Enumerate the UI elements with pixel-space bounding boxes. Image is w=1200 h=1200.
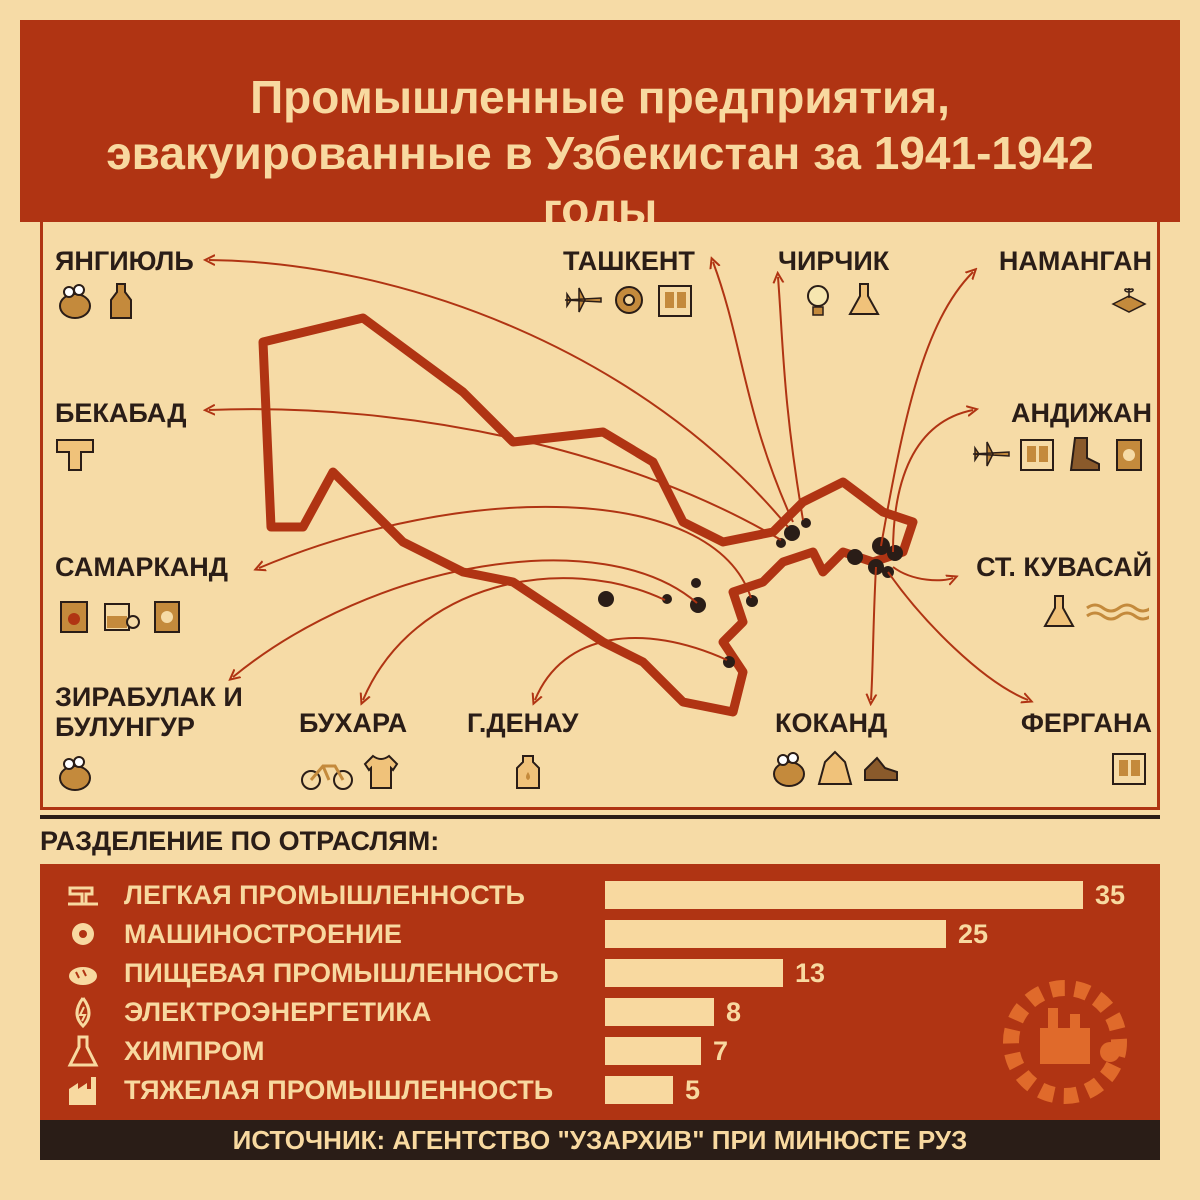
bar-value-label: 25 <box>958 919 989 949</box>
clothes-rack-icon <box>658 285 692 317</box>
tea-icon <box>104 603 140 631</box>
bar-value-label: 8 <box>726 997 742 1027</box>
shoe-icon <box>864 756 898 781</box>
bar <box>605 920 946 948</box>
raincoat-icon <box>817 750 853 785</box>
bar <box>605 959 783 987</box>
lightbulb-icon <box>807 285 829 316</box>
bar-label: ПИЩЕВАЯ ПРОМЫШЛЕННОСТЬ <box>124 958 559 988</box>
bar-value-label: 5 <box>685 1075 701 1105</box>
city-label-zirabulak: ЗИРАБУЛАК И БУЛУНГУР <box>55 682 243 742</box>
flask-icon <box>1043 595 1075 627</box>
city-icons-yangiyul <box>55 280 141 320</box>
source-note: ИСТОЧНИК: АГЕНТСТВО "УЗАРХИВ" ПРИ МИНЮСТ… <box>40 1120 1160 1160</box>
city-icons-bekabad <box>55 434 95 474</box>
clothes-rack-icon <box>1112 753 1146 785</box>
city-label-kokand: КОКАНД <box>775 708 888 738</box>
industry-emblem-icon <box>1003 980 1127 1104</box>
city-label-fergana: ФЕРГАНА <box>1020 708 1152 738</box>
title-banner: Промышленные предприятия, эвакуированные… <box>20 20 1180 235</box>
city-icons-samarkand <box>55 596 187 636</box>
city-label-denau: Г.ДЕНАУ <box>467 708 579 738</box>
airplane-icon <box>972 441 1010 467</box>
city-icons-andijan <box>971 434 1149 474</box>
shirt-icon <box>363 754 399 789</box>
city-label-chirchik: ЧИРЧИК <box>778 246 890 276</box>
city-icons-bukhara <box>299 752 401 792</box>
city-icons-tashkent <box>563 280 695 320</box>
pipe-icon <box>56 439 94 471</box>
section-title: РАЗДЕЛЕНИЕ ПО ОТРАСЛЯМ: <box>40 826 440 856</box>
bar <box>605 881 1083 909</box>
cotton-bag-icon <box>773 752 805 787</box>
bar-value-label: 7 <box>713 1036 729 1066</box>
boot-icon <box>1069 437 1100 471</box>
cotton-bag-icon <box>59 284 91 319</box>
sewing-machine-icon <box>68 886 98 906</box>
uzbekistan-map <box>43 222 1157 717</box>
city-label-bekabad: БЕКАБАД <box>55 398 187 428</box>
city-label-namangan: НАМАНГАН <box>998 246 1152 276</box>
airplane-icon <box>564 287 602 313</box>
energy-drop-icon <box>75 997 91 1029</box>
city-label-andijan: АНДИЖАН <box>1010 398 1152 428</box>
city-label-bukhara: БУХАРА <box>299 708 408 738</box>
section-divider <box>40 815 1160 819</box>
bar-label: ХИМПРОМ <box>124 1036 265 1066</box>
bar-label: ЭЛЕКТРОЭНЕРГЕТИКА <box>124 997 432 1027</box>
city-icons-chirchik <box>798 280 884 320</box>
city-icons-zirabulak <box>55 752 95 792</box>
bread-icon <box>69 967 97 985</box>
flask-icon <box>67 1035 99 1067</box>
waves-icon <box>1086 603 1149 621</box>
bar <box>605 1076 673 1104</box>
bar-label: ТЯЖЕЛАЯ ПРОМЫШЛЕННОСТЬ <box>124 1075 554 1105</box>
city-icons-kokand <box>769 748 901 788</box>
factory-icon <box>69 1077 96 1105</box>
bar-label: МАШИНОСТРОЕНИЕ <box>124 919 402 949</box>
juice-icon <box>60 601 88 633</box>
oil-jug-icon <box>516 755 540 789</box>
silk-layers-icon <box>1111 288 1147 313</box>
gear-icon <box>72 923 94 945</box>
bar-label: ЛЕГКАЯ ПРОМЫШЛЕННОСТЬ <box>124 880 525 910</box>
city-label-yangiyul: ЯНГИЮЛЬ <box>55 246 194 276</box>
country-outline <box>258 313 918 717</box>
bottle-icon <box>110 283 132 319</box>
cotton-bag-icon <box>59 756 91 791</box>
can-icon <box>154 601 180 633</box>
bar-value-label: 13 <box>795 958 826 988</box>
can-icon <box>1116 439 1142 471</box>
page-title: Промышленные предприятия, эвакуированные… <box>106 71 1094 235</box>
arrows <box>209 260 1028 700</box>
bicycle-icon <box>301 764 353 790</box>
city-label-tashkent: ТАШКЕНТ <box>563 246 695 276</box>
city-icons-namangan <box>1109 280 1149 320</box>
map-panel: ЯНГИЮЛЬ ТАШКЕНТ ЧИРЧИК НАМАНГАН БЕКАБАД … <box>40 222 1160 810</box>
bar <box>605 1037 701 1065</box>
city-icons-fergana <box>1109 748 1149 788</box>
flask-icon <box>848 283 880 315</box>
city-label-samarkand: САМАРКАНД <box>55 552 229 582</box>
industry-bar-chart: ЛЕГКАЯ ПРОМЫШЛЕННОСТЬ 35 МАШИНОСТРОЕНИЕ 25 П… <box>40 864 1160 1140</box>
city-icons-denau <box>509 752 549 792</box>
city-icons-kuvasay <box>1039 592 1149 632</box>
clothes-rack-icon <box>1020 439 1054 471</box>
gear-icon <box>615 286 643 314</box>
bar-value-label: 35 <box>1095 880 1126 910</box>
city-label-kuvasay: СТ. КУВАСАЙ <box>976 552 1152 582</box>
bar <box>605 998 714 1026</box>
